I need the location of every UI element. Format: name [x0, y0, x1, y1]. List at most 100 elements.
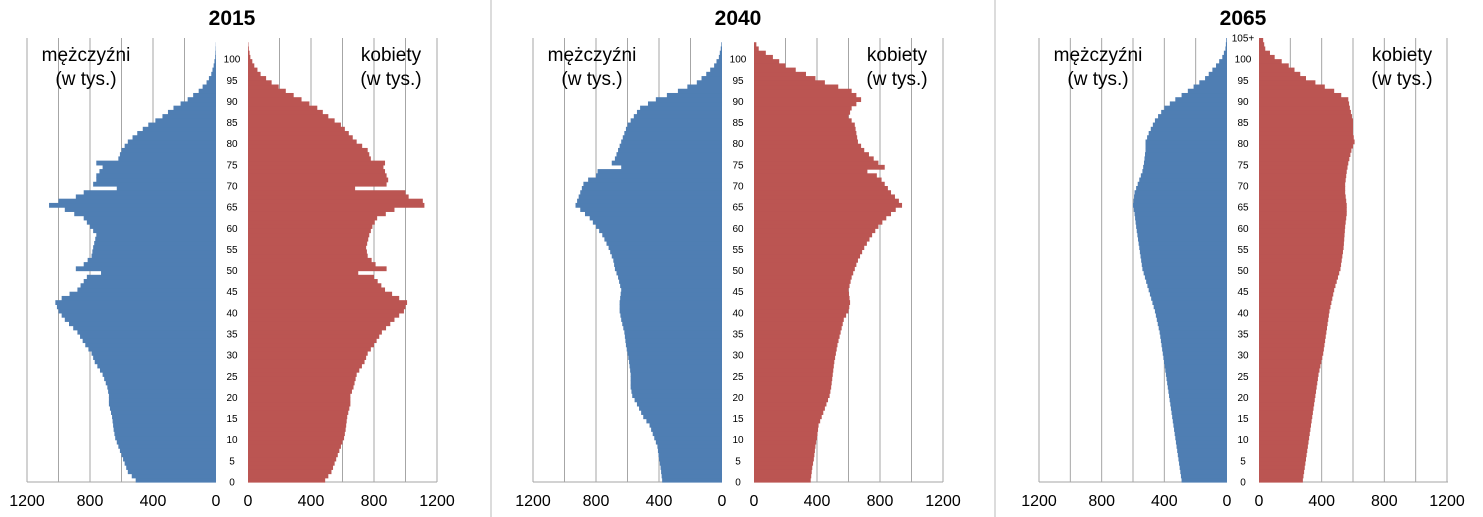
bar-female-age-11: [754, 431, 818, 437]
bar-female-age-28: [1259, 359, 1322, 365]
bar-female-age-11: [248, 431, 345, 437]
bar-male-age-26: [1165, 367, 1227, 373]
bar-female-age-77: [1259, 152, 1351, 157]
age-tick-label: 65: [226, 203, 238, 214]
bar-male-age-54: [1139, 249, 1227, 255]
bar-male-age-36: [623, 325, 722, 331]
bar-male-age-97: [1212, 67, 1227, 73]
bar-female-age-51: [1259, 262, 1342, 267]
age-tick-label: 65: [732, 203, 744, 214]
bar-female-age-63: [1259, 211, 1347, 217]
bar-female-age-35: [248, 329, 382, 335]
bar-female-age-31: [754, 346, 837, 352]
bar-male-age-2: [1180, 469, 1227, 475]
bar-female-age-0: [1259, 477, 1303, 483]
bar-male-age-65: [1133, 202, 1227, 208]
bar-female-age-37: [1259, 321, 1328, 327]
bar-male-age-77: [119, 152, 216, 157]
bar-female-age-67: [248, 194, 409, 200]
bar-male-age-69: [581, 186, 723, 191]
bar-female-age-51: [248, 262, 376, 267]
bar-male-age-79: [1145, 143, 1227, 149]
bar-female-age-71: [1259, 177, 1346, 183]
bar-male-age-15: [643, 414, 722, 420]
bar-male-age-19: [1169, 397, 1227, 403]
bar-female-age-6: [248, 452, 338, 458]
bar-male-age-103: [721, 42, 722, 48]
bar-female-age-39: [1259, 312, 1329, 318]
age-tick-label: 0: [1240, 478, 1246, 489]
x-tick-label: 1200: [1429, 493, 1465, 510]
bar-male-age-15: [1172, 414, 1227, 420]
bar-female-age-33: [248, 338, 377, 344]
bar-female-age-65: [1259, 202, 1347, 208]
bar-male-age-31: [1162, 346, 1227, 352]
bar-male-age-31: [88, 346, 216, 352]
bar-male-age-34: [624, 334, 723, 339]
bar-male-age-98: [213, 63, 216, 69]
bar-female-age-47: [248, 279, 378, 284]
bar-male-age-98: [714, 63, 723, 69]
bar-female-age-40: [754, 308, 849, 314]
bar-female-age-82: [248, 131, 349, 136]
bar-female-age-75: [248, 160, 386, 166]
bar-female-age-77: [248, 152, 370, 157]
bar-female-age-102: [754, 46, 759, 52]
bar-female-age-24: [754, 376, 833, 382]
chart-title: 2015: [209, 7, 256, 30]
age-tick-label: 25: [226, 372, 238, 383]
age-tick-label: 20: [226, 393, 238, 404]
bar-male-age-23: [1167, 380, 1227, 386]
bar-female-age-78: [1259, 147, 1352, 153]
bar-male-age-40: [1154, 308, 1227, 314]
bar-female-age-58: [1259, 232, 1345, 238]
bar-female-age-42: [1259, 300, 1332, 305]
bar-male-age-11: [114, 431, 216, 437]
x-tick-label: 800: [583, 493, 610, 510]
bar-female-age-8: [1259, 443, 1308, 449]
bar-male-age-100: [1222, 54, 1227, 60]
bar-male-age-59: [1136, 228, 1227, 234]
bar-male-age-89: [647, 101, 723, 107]
bar-female-age-44: [248, 291, 393, 297]
bar-female-age-60: [248, 224, 373, 229]
age-tick-label: 0: [229, 478, 235, 489]
bar-male-age-42: [1152, 300, 1227, 305]
female-label: kobiety: [867, 45, 928, 66]
bar-male-age-32: [625, 342, 722, 348]
bar-female-age-3: [1259, 465, 1305, 470]
bar-male-age-65: [575, 202, 722, 208]
bar-female-age-19: [248, 397, 351, 403]
bar-male-age-80: [127, 139, 216, 145]
bar-female-age-8: [754, 443, 816, 449]
bar-male-age-4: [659, 460, 722, 466]
bar-female-age-55: [248, 245, 367, 251]
x-tick-label: 1200: [419, 493, 455, 510]
bar-female-age-78: [248, 147, 368, 153]
bar-female-age-49: [754, 270, 854, 276]
bar-female-age-49: [248, 270, 359, 276]
bar-male-age-28: [629, 359, 722, 365]
bar-female-age-37: [248, 321, 391, 327]
bar-female-age-38: [754, 317, 844, 322]
age-tick-label: 15: [1237, 414, 1249, 425]
bar-male-age-19: [108, 397, 216, 403]
age-tick-label: 70: [1237, 182, 1249, 193]
x-tick-label: 0: [1223, 493, 1232, 510]
bar-female-age-53: [1259, 253, 1343, 259]
bar-female-age-70: [1259, 181, 1346, 187]
bar-male-age-41: [619, 304, 723, 310]
female-label: kobiety: [361, 45, 422, 66]
bar-male-age-18: [636, 401, 722, 407]
bar-male-age-83: [142, 126, 216, 132]
bar-male-age-80: [621, 139, 722, 145]
bar-female-age-90: [248, 97, 302, 103]
bar-male-age-67: [578, 194, 722, 200]
bar-female-age-17: [754, 405, 825, 411]
bar-female-age-102: [1259, 46, 1266, 52]
female-label: (w tys.): [866, 69, 927, 90]
bar-male-age-5: [123, 456, 216, 462]
bar-female-age-77: [754, 152, 869, 157]
bar-female-age-79: [248, 143, 363, 149]
bar-female-age-5: [1259, 456, 1306, 462]
